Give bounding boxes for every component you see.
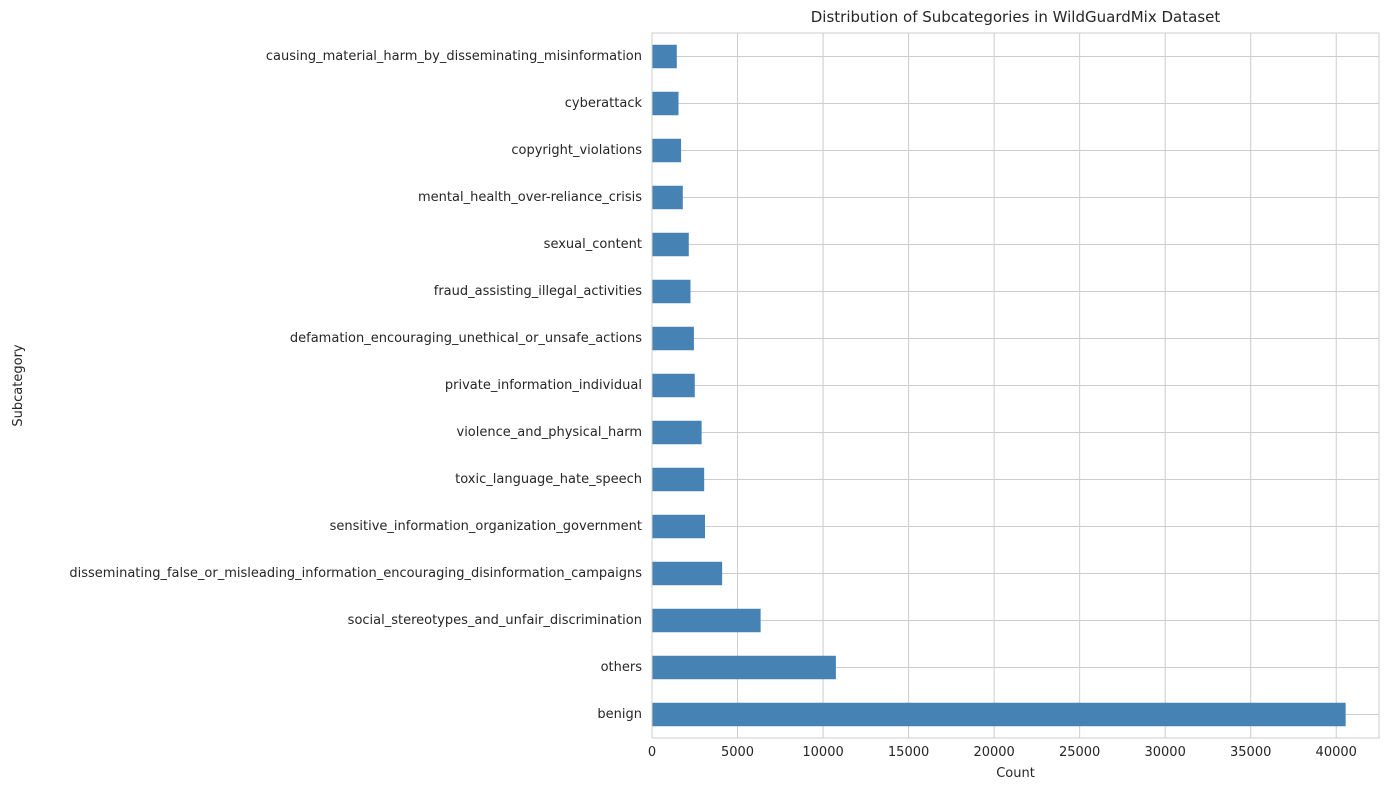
x-tick-label: 5000 bbox=[721, 745, 754, 760]
x-tick-label: 0 bbox=[648, 745, 656, 760]
y-tick-labels: causing_material_harm_by_disseminating_m… bbox=[69, 49, 642, 722]
x-tick-label: 30000 bbox=[1144, 745, 1185, 760]
x-tick-label: 40000 bbox=[1316, 745, 1357, 760]
bar-fraud_assisting_illegal_activities bbox=[652, 279, 691, 304]
x-tick-label: 10000 bbox=[802, 745, 843, 760]
bar-benign bbox=[652, 702, 1346, 727]
y-tick-label: causing_material_harm_by_disseminating_m… bbox=[266, 49, 642, 64]
bar-cyberattack bbox=[652, 91, 679, 116]
bar-others bbox=[652, 655, 836, 680]
y-tick-label: fraud_assisting_illegal_activities bbox=[434, 284, 642, 299]
y-axis-label: Subcategory bbox=[11, 344, 26, 427]
x-tick-label: 20000 bbox=[973, 745, 1014, 760]
y-tick-label: private_information_individual bbox=[445, 378, 642, 393]
x-tick-label: 25000 bbox=[1059, 745, 1100, 760]
bar-toxic_language_hate_speech bbox=[652, 467, 705, 492]
y-tick-label: sexual_content bbox=[544, 237, 642, 252]
bar-violence_and_physical_harm bbox=[652, 420, 702, 445]
y-tick-label: violence_and_physical_harm bbox=[457, 425, 643, 440]
y-tick-label: benign bbox=[597, 707, 642, 722]
y-tick-label: toxic_language_hate_speech bbox=[455, 472, 642, 487]
bar-causing_material_harm_by_disseminating_misinformation bbox=[652, 44, 677, 69]
bar-sexual_content bbox=[652, 232, 689, 257]
bar-mental_health_over-reliance_crisis bbox=[652, 185, 683, 210]
x-tick-label: 15000 bbox=[888, 745, 929, 760]
bar-defamation_encouraging_unethical_or_unsafe_actions bbox=[652, 326, 694, 351]
bar-private_information_individual bbox=[652, 373, 695, 398]
bar-social_stereotypes_and_unfair_discrimination bbox=[652, 608, 761, 633]
y-tick-label: others bbox=[601, 660, 643, 675]
grid-layer bbox=[651, 33, 1379, 738]
bar-disseminating_false_or_misleading_information_encouraging_disinformation_campaigns bbox=[652, 561, 723, 586]
y-tick-label: disseminating_false_or_misleading_inform… bbox=[69, 566, 642, 581]
x-tick-labels: 0 5000 10000 15000 20000 25000 30000 35000 40000 bbox=[648, 745, 1357, 760]
x-tick-label: 35000 bbox=[1230, 745, 1271, 760]
y-tick-label: mental_health_over-reliance_crisis bbox=[418, 190, 642, 205]
plot-frame bbox=[651, 32, 1380, 739]
bar-sensitive_information_organization_government bbox=[652, 514, 706, 539]
y-tick-label: social_stereotypes_and_unfair_discrimina… bbox=[348, 613, 642, 628]
bar-copyright_violations bbox=[652, 138, 682, 163]
y-tick-label: sensitive_information_organization_gover… bbox=[330, 519, 642, 534]
y-tick-label: cyberattack bbox=[565, 96, 643, 111]
x-axis-label: Count bbox=[996, 766, 1035, 781]
bar-layer bbox=[652, 44, 1346, 727]
y-tick-label: defamation_encouraging_unethical_or_unsa… bbox=[290, 331, 642, 346]
y-tick-label: copyright_violations bbox=[511, 143, 642, 158]
chart-title: Distribution of Subcategories in WildGua… bbox=[811, 8, 1221, 26]
